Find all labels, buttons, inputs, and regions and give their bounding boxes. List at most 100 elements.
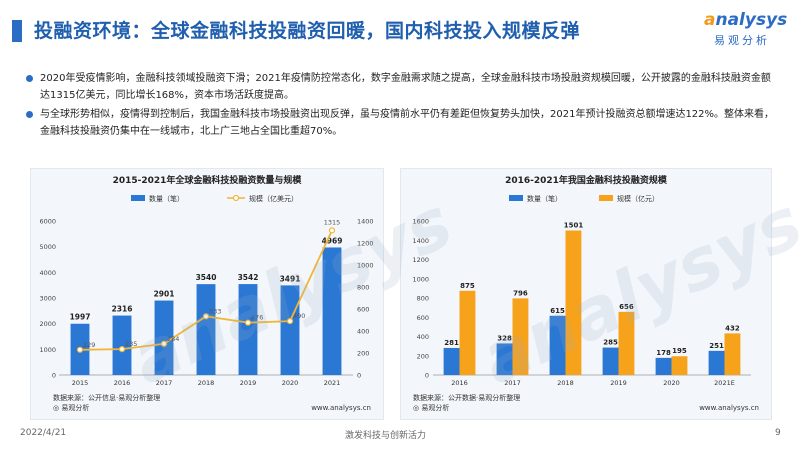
y-tick-right: 200 bbox=[357, 350, 369, 358]
legend-marker-scale bbox=[232, 194, 240, 202]
bar-label-count: 3540 bbox=[196, 273, 217, 282]
bar-label-count: 2901 bbox=[154, 290, 175, 299]
legend-swatch-count bbox=[131, 195, 145, 201]
chart-title: 2015-2021年全球金融科技投融资数量与规模 bbox=[113, 174, 303, 186]
point-scale bbox=[286, 318, 294, 325]
bar-count bbox=[196, 284, 216, 375]
x-tick: 2017 bbox=[504, 379, 521, 387]
y-tick-right: 800 bbox=[357, 284, 369, 292]
bar-count bbox=[443, 347, 460, 375]
y-tick-left: 1000 bbox=[39, 346, 56, 354]
point-scale bbox=[118, 346, 126, 353]
bar-count bbox=[708, 350, 725, 375]
y-tick-right: 0 bbox=[357, 372, 361, 380]
bar-label-count: 178 bbox=[656, 349, 671, 357]
y-tick: 600 bbox=[417, 314, 429, 322]
y-tick-left: 5000 bbox=[39, 243, 56, 251]
chart-title: 2016-2021年我国金融科技投融资规模 bbox=[505, 174, 668, 186]
bar-label-count: 328 bbox=[497, 334, 512, 342]
bar-scale bbox=[459, 290, 476, 375]
bullet-item: 与全球形势相似，疫情得到控制后，我国金融科技市场投融资出现反弹，虽与疫情前水平仍… bbox=[24, 106, 779, 140]
bar-label-scale: 656 bbox=[619, 303, 634, 311]
page-number: 9 bbox=[775, 428, 781, 438]
x-tick: 2017 bbox=[156, 379, 173, 387]
point-scale bbox=[160, 340, 168, 347]
point-scale bbox=[328, 227, 336, 234]
bar-count bbox=[322, 247, 342, 375]
bar-count bbox=[280, 285, 300, 375]
bar-label-count: 281 bbox=[444, 339, 459, 347]
bar-count bbox=[154, 300, 174, 375]
point-label-scale: 490 bbox=[293, 312, 305, 320]
bar-count bbox=[238, 284, 258, 375]
bar-scale bbox=[671, 356, 688, 375]
footer-slogan: 激发科技与创新活力 bbox=[345, 431, 427, 441]
bullet-item: 2020年受疫情影响，金融科技领域投融资下滑；2021年疫情防控常态化，数字金融… bbox=[24, 70, 779, 104]
bar-label-scale: 796 bbox=[513, 289, 528, 297]
logo-wordmark: analysys bbox=[704, 10, 788, 30]
title-accent-bar bbox=[12, 20, 22, 42]
point-label-scale: 533 bbox=[209, 307, 221, 315]
y-tick: 1000 bbox=[412, 275, 429, 283]
bullet-text: 2020年受疫情影响，金融科技领域投融资下滑；2021年疫情防控常态化，数字金融… bbox=[40, 73, 771, 101]
legend-swatch-scale bbox=[599, 195, 613, 201]
bar-label-count: 251 bbox=[709, 342, 724, 350]
y-tick-left: 2000 bbox=[39, 320, 56, 328]
page-title: 投融资环境：全球金融科技投融资回暖，国内科技投入规模反弹 bbox=[34, 20, 581, 42]
point-scale bbox=[244, 319, 252, 326]
bar-label-scale: 432 bbox=[725, 324, 740, 332]
bar-count bbox=[112, 315, 132, 375]
source-text: 数据来源：公开数据·易观分析整理 bbox=[413, 394, 521, 402]
y-tick: 800 bbox=[417, 295, 429, 303]
y-tick-right: 400 bbox=[357, 328, 369, 336]
bullet-dot-icon bbox=[26, 75, 33, 82]
legend-label-count: 数量（笔） bbox=[149, 194, 184, 203]
x-tick: 2020 bbox=[282, 379, 299, 387]
x-tick: 2015 bbox=[72, 379, 89, 387]
footer-date: 2022/4/21 bbox=[20, 428, 67, 438]
chart-source: 数据来源：公开数据·易观分析整理 ◎ 易观分析 bbox=[413, 393, 520, 413]
x-tick: 2020 bbox=[663, 379, 680, 387]
y-tick-right: 1000 bbox=[357, 262, 374, 270]
point-label-scale: 476 bbox=[251, 314, 263, 322]
y-tick: 1200 bbox=[412, 256, 429, 264]
y-tick-left: 3000 bbox=[39, 295, 56, 303]
point-label-scale: 284 bbox=[167, 335, 179, 343]
bar-label-count: 3542 bbox=[238, 273, 259, 282]
bar-label-count: 1997 bbox=[70, 313, 91, 322]
y-tick-left: 6000 bbox=[39, 218, 56, 226]
x-tick: 2021E bbox=[714, 379, 735, 387]
y-tick-left: 0 bbox=[52, 372, 56, 380]
bar-count bbox=[602, 347, 619, 375]
bar-count bbox=[549, 315, 566, 375]
y-tick-left: 4000 bbox=[39, 269, 56, 277]
y-tick: 1400 bbox=[412, 237, 429, 245]
bar-label-scale: 195 bbox=[672, 347, 687, 355]
chart-source: 数据来源：公开信息·易观分析整理 ◎ 易观分析 bbox=[53, 393, 160, 413]
y-tick: 200 bbox=[417, 352, 429, 360]
y-tick: 0 bbox=[425, 372, 429, 380]
y-tick: 1600 bbox=[412, 218, 429, 226]
chart-url: www.analysys.cn bbox=[311, 404, 371, 412]
summary-bullets: 2020年受疫情影响，金融科技领域投融资下滑；2021年疫情防控常态化，数字金融… bbox=[24, 70, 779, 142]
bar-count bbox=[655, 357, 672, 375]
chart-url: www.analysys.cn bbox=[699, 404, 759, 412]
x-tick: 2018 bbox=[198, 379, 215, 387]
logo-chinese-name: 易观分析 bbox=[714, 34, 770, 47]
bar-scale bbox=[512, 298, 529, 375]
x-tick: 2021 bbox=[324, 379, 341, 387]
legend-label-scale: 规模（亿美元） bbox=[249, 194, 298, 203]
china-fintech-chart-panel: 2016-2021年我国金融科技投融资规模 数量（笔） 规模（亿元） 0 200 400 6… bbox=[400, 168, 772, 420]
point-scale bbox=[202, 313, 210, 320]
bar-label-scale: 875 bbox=[460, 282, 475, 290]
bar-label-count: 285 bbox=[603, 339, 618, 347]
bar-scale bbox=[724, 333, 741, 375]
analysys-logo: analysys 易观分析 bbox=[698, 10, 788, 50]
bar-label-scale: 1501 bbox=[564, 222, 584, 230]
legend-label-scale: 规模（亿元） bbox=[617, 194, 659, 203]
bar-label-count: 3491 bbox=[280, 274, 301, 283]
legend-label-count: 数量（笔） bbox=[527, 194, 562, 203]
bar-label-count: 2316 bbox=[112, 305, 133, 314]
